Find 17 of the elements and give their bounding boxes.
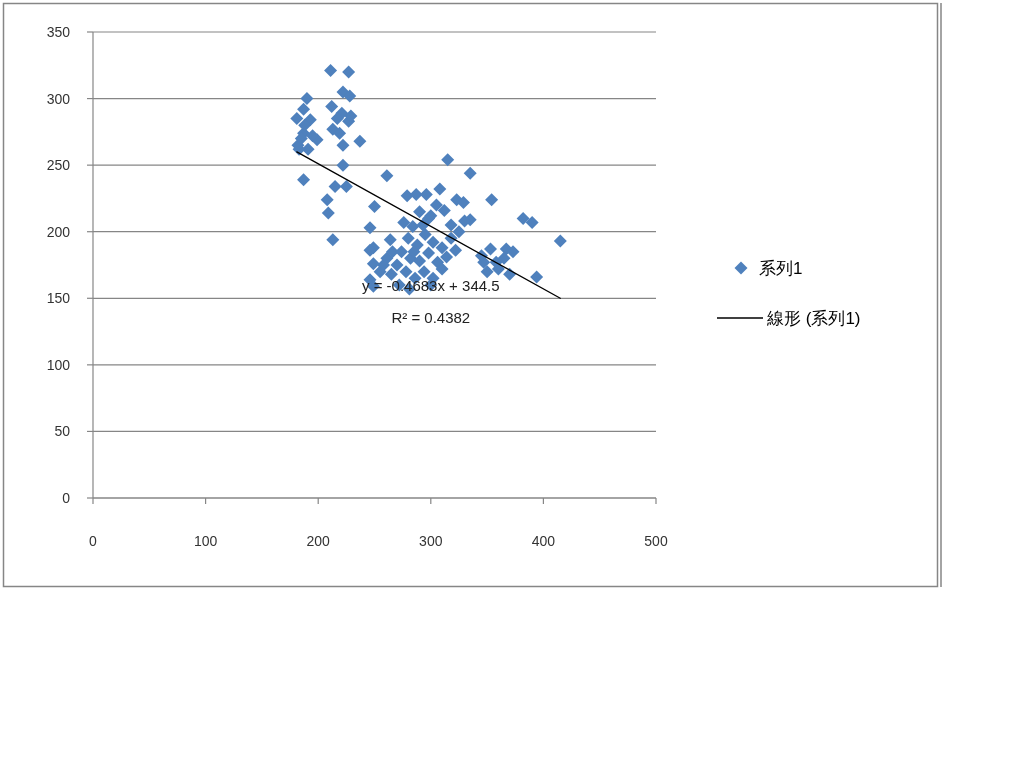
y-tick-label: 350 — [46, 24, 71, 40]
y-tick-label: 250 — [46, 157, 71, 174]
x-tick-label: 300 — [419, 533, 443, 549]
x-tick-label: 0 — [89, 533, 98, 549]
x-tick-label: 100 — [193, 533, 218, 549]
y-tick-label: 200 — [46, 223, 71, 240]
y-tick-label: 150 — [46, 290, 71, 307]
x-tick-label: 500 — [644, 533, 668, 549]
x-tick-label: 200 — [306, 533, 331, 549]
x-tick-label: 400 — [531, 533, 556, 549]
y-tick-label: 300 — [46, 90, 71, 107]
legend-label: 線形 (系列1) — [766, 308, 861, 328]
y-tick-label: 100 — [46, 356, 71, 373]
legend-label: 系列1 — [759, 258, 803, 278]
annotation: R² = 0.4382 — [391, 308, 471, 326]
y-tick-label: 0 — [62, 490, 71, 506]
y-tick-label: 50 — [54, 423, 71, 440]
